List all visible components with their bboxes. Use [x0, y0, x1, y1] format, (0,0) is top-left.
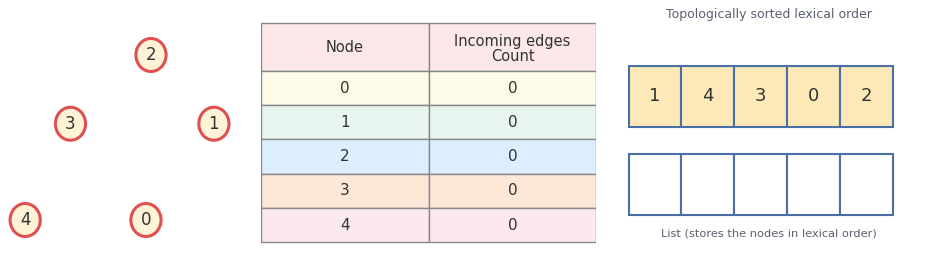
Text: 3: 3 [755, 87, 766, 105]
Text: List (stores the nodes in lexical order): List (stores the nodes in lexical order) [661, 228, 877, 238]
FancyBboxPatch shape [261, 139, 429, 174]
Circle shape [10, 204, 40, 236]
FancyBboxPatch shape [788, 154, 840, 215]
Text: 2: 2 [860, 87, 872, 105]
Text: 0: 0 [508, 81, 517, 95]
Circle shape [199, 107, 229, 140]
FancyBboxPatch shape [261, 105, 429, 139]
FancyBboxPatch shape [628, 154, 681, 215]
Text: 4: 4 [340, 218, 350, 233]
Text: 1: 1 [650, 87, 661, 105]
Text: 1: 1 [340, 115, 350, 130]
FancyBboxPatch shape [681, 66, 734, 126]
Circle shape [55, 107, 86, 140]
FancyBboxPatch shape [429, 23, 596, 71]
Text: 0: 0 [508, 115, 517, 130]
Text: 4: 4 [20, 211, 31, 229]
FancyBboxPatch shape [734, 66, 788, 126]
Text: 2: 2 [340, 149, 350, 164]
Circle shape [130, 204, 161, 236]
Text: Count: Count [491, 49, 534, 64]
Text: 0: 0 [508, 149, 517, 164]
Text: Node: Node [326, 40, 363, 54]
Text: 0: 0 [141, 211, 151, 229]
Text: Topologically sorted lexical order: Topologically sorted lexical order [666, 8, 871, 21]
FancyBboxPatch shape [628, 66, 681, 126]
Text: 3: 3 [340, 183, 350, 198]
FancyBboxPatch shape [840, 154, 893, 215]
FancyBboxPatch shape [429, 139, 596, 174]
FancyBboxPatch shape [261, 71, 429, 105]
FancyBboxPatch shape [788, 66, 840, 126]
Text: 0: 0 [508, 183, 517, 198]
FancyBboxPatch shape [261, 174, 429, 208]
Text: 4: 4 [702, 87, 714, 105]
Text: 0: 0 [508, 218, 517, 233]
FancyBboxPatch shape [681, 154, 734, 215]
FancyBboxPatch shape [261, 208, 429, 242]
Text: 0: 0 [340, 81, 350, 95]
FancyBboxPatch shape [429, 208, 596, 242]
Text: 0: 0 [808, 87, 819, 105]
FancyBboxPatch shape [429, 174, 596, 208]
FancyBboxPatch shape [429, 105, 596, 139]
FancyBboxPatch shape [261, 23, 429, 71]
Text: 2: 2 [145, 46, 157, 64]
Text: Incoming edges: Incoming edges [455, 34, 570, 49]
FancyBboxPatch shape [840, 66, 893, 126]
Text: 1: 1 [209, 115, 219, 133]
FancyBboxPatch shape [429, 71, 596, 105]
Circle shape [136, 39, 166, 72]
FancyBboxPatch shape [734, 154, 788, 215]
Text: 3: 3 [65, 115, 75, 133]
